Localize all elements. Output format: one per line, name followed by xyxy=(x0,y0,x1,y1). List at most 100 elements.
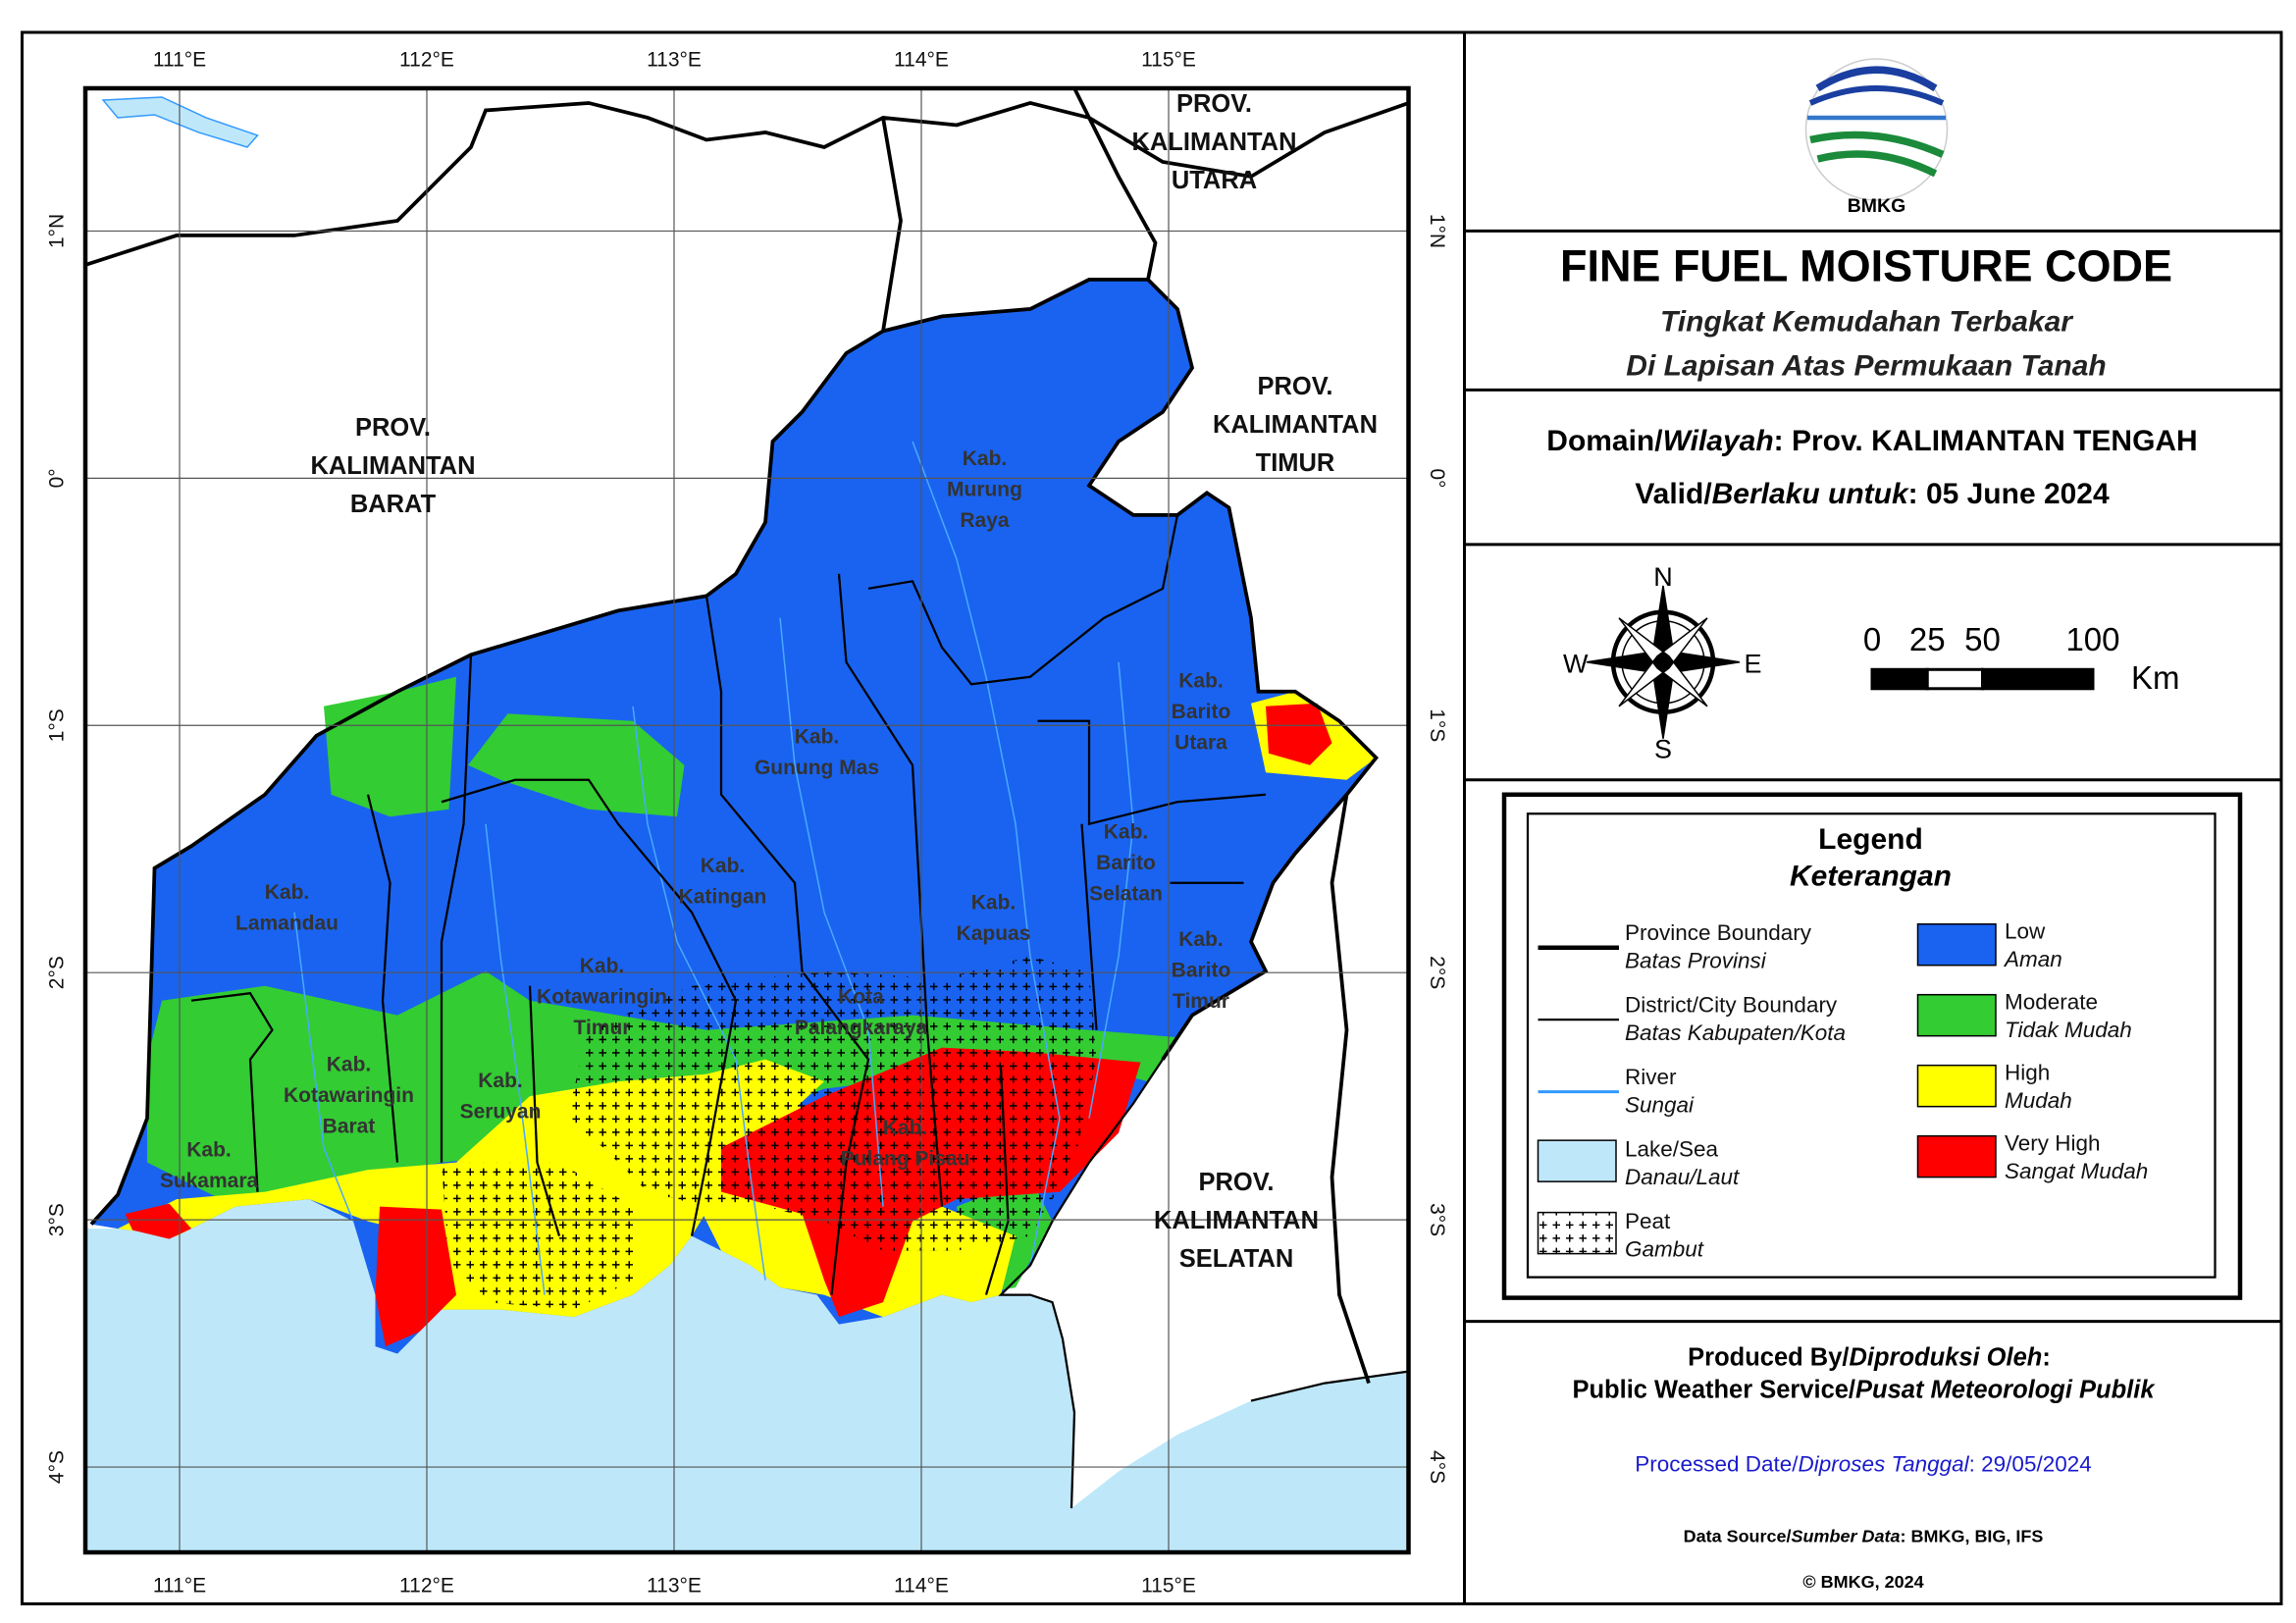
district-label: Timur xyxy=(574,1017,631,1039)
district-label: Timur xyxy=(1173,990,1229,1013)
lon-label: 112°E xyxy=(399,48,454,71)
scale-label: 25 xyxy=(1909,621,1946,657)
province-label: PROV. xyxy=(1199,1169,1275,1196)
province-label: SELATAN xyxy=(1179,1245,1294,1273)
district-label: Sukamara xyxy=(160,1170,259,1192)
district-label: Barat xyxy=(323,1116,376,1138)
district-label: Gunung Mas xyxy=(755,757,879,779)
lat-label: 0° xyxy=(1426,468,1448,488)
district-label: Lamandau xyxy=(235,913,339,935)
domain-value: : Prov. KALIMANTAN TENGAH xyxy=(1774,425,2198,457)
logo-text: BMKG xyxy=(1848,195,1906,217)
province-boundary xyxy=(85,87,1409,1385)
fire-zone xyxy=(1266,703,1332,765)
district-label: Palangkaraya xyxy=(795,1017,928,1039)
lon-label: 115°E xyxy=(1141,48,1196,71)
legend-label: Sangat Mudah xyxy=(2005,1159,2148,1183)
graticule xyxy=(85,87,1409,1553)
legend-label: Danau/Laut xyxy=(1625,1165,1741,1189)
legend-label: Batas Kabupaten/Kota xyxy=(1625,1021,1846,1045)
legend-label: Batas Provinsi xyxy=(1625,949,1767,973)
compass: N E S W xyxy=(1563,562,1762,763)
legend-title: Legend xyxy=(1818,823,1923,856)
lon-label: 113°E xyxy=(647,1575,702,1597)
province-label: PROV. xyxy=(1258,373,1333,400)
scale-bar: Km 0 25 50 100 xyxy=(1863,621,2180,696)
province-label: KALIMANTAN xyxy=(310,452,475,480)
district-label: Kab. xyxy=(186,1139,231,1162)
valid-label: Valid/ xyxy=(1635,478,1712,510)
title: FINE FUEL MOISTURE CODE xyxy=(1560,240,2172,290)
district-label: Kab. xyxy=(971,892,1016,915)
district-label: Kab. xyxy=(883,1117,927,1139)
lon-label: 114°E xyxy=(894,48,949,71)
legend-swatch xyxy=(1916,993,1997,1037)
district-label: Kab. xyxy=(478,1070,522,1092)
subtitle: Di Lapisan Atas Permukaan Tanah xyxy=(1626,349,2106,382)
district-label: Kapuas xyxy=(957,922,1031,945)
logo: BMKG xyxy=(1804,58,1949,217)
legend-label: Lake/Sea xyxy=(1625,1137,1719,1162)
province-label: UTARA xyxy=(1172,167,1257,194)
processed-label: Diproses Tanggal xyxy=(1799,1452,1970,1477)
domain-label: Wilayah xyxy=(1663,425,1774,457)
district-label: Kab. xyxy=(1104,821,1148,844)
valid-label: Berlaku untuk xyxy=(1712,478,1909,510)
outer-border xyxy=(21,30,2283,1606)
legend-label: Gambut xyxy=(1625,1237,1705,1262)
province-label: KALIMANTAN xyxy=(1131,129,1296,156)
fire-zone xyxy=(375,1206,456,1347)
district-label: Kota xyxy=(838,986,884,1009)
compass-e: E xyxy=(1745,649,1762,678)
valid: Valid/Berlaku untuk: 05 June 2024 xyxy=(1635,478,2110,510)
producer-name: Public Weather Service/ xyxy=(1572,1377,1855,1404)
district-label: Kotawaringin xyxy=(537,986,667,1009)
producer: Public Weather Service/Pusat Meteorologi… xyxy=(1572,1377,2156,1404)
district-label: Kab. xyxy=(327,1054,371,1076)
map-frame xyxy=(82,85,1411,1555)
district-label: Murung xyxy=(947,478,1022,500)
source-label: Sumber Data xyxy=(1792,1527,1901,1546)
lat-label: 2°S xyxy=(1426,956,1448,989)
scale-label: 0 xyxy=(1863,621,1881,657)
producer-name: Pusat Meteorologi Publik xyxy=(1855,1377,2156,1404)
rivers xyxy=(293,441,1134,1295)
lon-label: 111°E xyxy=(153,48,206,71)
legend-label: Low xyxy=(2005,919,2046,944)
lat-label: 1°N xyxy=(1426,214,1448,248)
legend-label: Sungai xyxy=(1625,1093,1695,1118)
processed-date: Processed Date/Diproses Tanggal: 29/05/2… xyxy=(1635,1452,2091,1477)
scale-segment xyxy=(1981,667,2095,691)
produced-label: Diproduksi Oleh xyxy=(1849,1344,2042,1372)
province-label: KALIMANTAN xyxy=(1154,1207,1319,1234)
legend-swatch xyxy=(1537,1211,1617,1255)
lat-label: 1°S xyxy=(45,708,68,742)
district-label: Kab. xyxy=(701,855,745,877)
source-label: Data Source/ xyxy=(1684,1527,1792,1546)
district-label: Utara xyxy=(1174,731,1227,754)
lat-label: 1°S xyxy=(1426,708,1448,742)
produced-label: Produced By/ xyxy=(1688,1344,1849,1372)
district-label: Raya xyxy=(960,509,1010,532)
compass-n: N xyxy=(1653,562,1673,592)
copyright: © BMKG, 2024 xyxy=(1802,1572,1923,1592)
scale-segment xyxy=(1925,667,1984,691)
province-label: KALIMANTAN xyxy=(1213,411,1378,439)
province-label: BARAT xyxy=(350,491,437,518)
legend-label: Tidak Mudah xyxy=(2005,1018,2132,1042)
produced-label: : xyxy=(2042,1344,2051,1372)
province-label: PROV. xyxy=(1176,90,1252,118)
lon-label: 112°E xyxy=(399,1575,454,1597)
district-label: Selatan xyxy=(1089,883,1163,906)
legend-frame-inner xyxy=(1526,812,2217,1279)
legend-label: District/City Boundary xyxy=(1625,993,1838,1018)
lon-label: 113°E xyxy=(647,48,702,71)
fire-zone xyxy=(125,1203,191,1239)
processed-label: Processed Date/ xyxy=(1635,1452,1799,1477)
legend-swatch xyxy=(1537,1139,1617,1182)
district-label: Kab. xyxy=(1178,928,1223,951)
district-label: Pulang Pisau xyxy=(841,1148,970,1171)
legend-swatch xyxy=(1916,1064,1997,1108)
data-source: Data Source/Sumber Data: BMKG, BIG, IFS xyxy=(1684,1527,2044,1546)
